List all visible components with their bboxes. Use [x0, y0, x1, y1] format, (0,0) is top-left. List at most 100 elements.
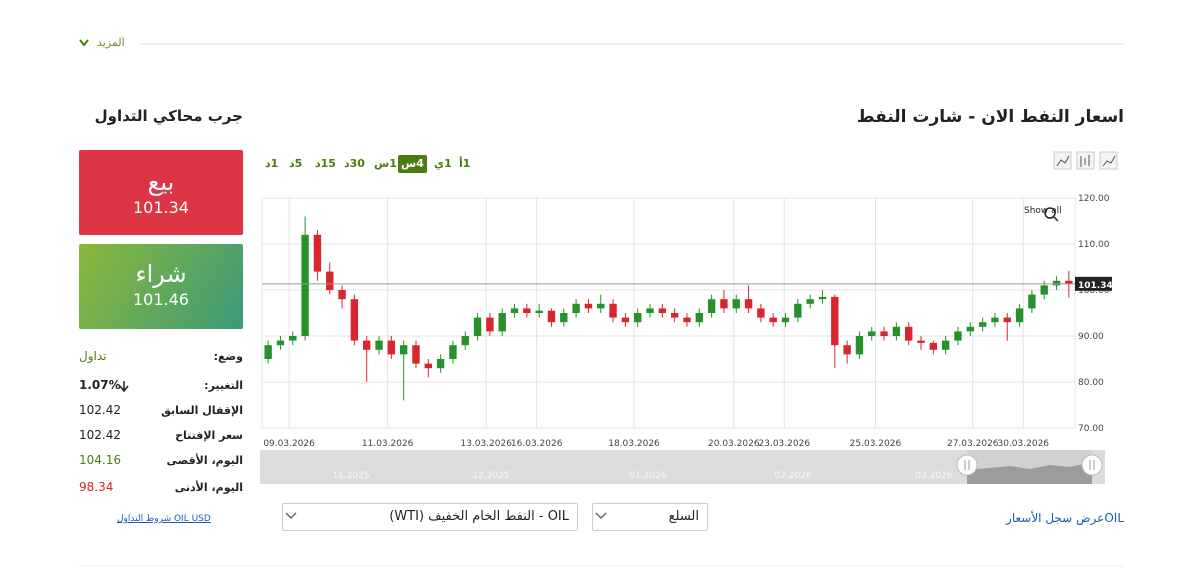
sell-price: 101.34 — [133, 198, 189, 217]
x-tick-label: 27.03.2026 — [947, 439, 999, 449]
terms-link[interactable]: OIL USD شروط التداول — [117, 514, 211, 524]
navigator-series — [967, 462, 1092, 484]
stat-value: 102.42 — [79, 403, 121, 417]
candle-body — [1052, 280, 1061, 286]
timeframe-button[interactable]: 30د — [344, 157, 365, 170]
candle-body — [707, 299, 716, 313]
candle-body — [547, 310, 556, 323]
timeframe-button[interactable]: 5د — [289, 157, 303, 170]
candle-body — [966, 326, 974, 332]
toolbar — [1044, 151, 1118, 222]
candle-body — [1065, 280, 1073, 284]
candle-body — [978, 322, 987, 327]
y-tick-label: 90.00 — [1078, 332, 1104, 342]
candle-body — [449, 345, 457, 359]
price-marker-label: 101.34 — [1078, 281, 1113, 291]
y-tick-label: 100.00 — [1078, 286, 1110, 296]
candle-body — [313, 234, 322, 272]
candle-body — [683, 317, 691, 323]
x-tick-label: 13.03.2026 — [460, 439, 512, 449]
candle-body — [929, 342, 938, 350]
y-tick-label: 110.00 — [1078, 240, 1110, 250]
stat-value: 104.16 — [79, 453, 121, 467]
candle-body — [1015, 308, 1024, 323]
y-tick-label: 120.00 — [1078, 194, 1110, 204]
timeframe-button[interactable]: 1أ — [459, 157, 471, 170]
more-link[interactable]: المزيد — [97, 36, 125, 49]
navigator-handle[interactable] — [1081, 454, 1103, 476]
candle-body — [1040, 285, 1048, 295]
candle-body — [917, 340, 925, 343]
sell-button[interactable]: بيع 101.34 — [79, 150, 243, 235]
x-tick-label: 09.03.2026 — [263, 439, 315, 449]
candle-body — [818, 296, 827, 300]
x-tick-label: 20.03.2026 — [708, 439, 760, 449]
instrument-select[interactable]: OIL - النفط الخام الخفيف (WTI) — [282, 503, 578, 531]
navigator-label: 01.2026 — [629, 471, 666, 481]
navigator-window[interactable] — [967, 450, 1092, 484]
candle-body — [757, 308, 765, 318]
candle-body — [868, 331, 876, 336]
candle-body — [387, 340, 396, 355]
timeframe-button[interactable]: 1د — [265, 157, 279, 170]
x-tick-label: 30.03.2026 — [997, 439, 1049, 449]
candle-body — [892, 326, 901, 336]
stat-label: اليوم، الأقصى — [166, 454, 244, 467]
zoom-icon — [1053, 216, 1059, 222]
timeframe-button[interactable]: 1س — [374, 157, 397, 170]
stat-label: الإقفال السابق — [161, 404, 243, 417]
candle-body — [1003, 317, 1011, 323]
candle-body — [289, 336, 297, 341]
x-tick-label: 16.03.2026 — [511, 439, 563, 449]
candle-body — [646, 308, 654, 313]
candle-body — [831, 296, 839, 346]
candle-body — [523, 308, 531, 313]
candle-body — [769, 317, 777, 323]
candle-body — [941, 340, 950, 350]
y-tick-label: 70.00 — [1078, 424, 1104, 434]
navigator-label: 11.2025 — [332, 471, 369, 481]
more-chevron[interactable] — [79, 39, 89, 47]
select-chevron — [595, 512, 607, 520]
candle-body — [412, 345, 420, 364]
candle-body — [855, 336, 864, 355]
timeframe-button[interactable]: 4س — [398, 155, 427, 173]
navigator-label: 02.2026 — [774, 471, 811, 481]
navigator-label: 03.2026 — [915, 471, 952, 481]
plot-area — [261, 197, 1076, 429]
candle-body — [535, 310, 543, 313]
navigator: 11.2025 12.2025 01.2026 02.2026 03.2026 — [260, 450, 1105, 484]
candle-body — [510, 308, 519, 313]
candle-body — [301, 234, 309, 336]
candle-body — [326, 271, 334, 290]
x-tick-label: 18.03.2026 — [608, 439, 660, 449]
candle-body — [375, 340, 383, 350]
stat-label: وضع: — [213, 350, 243, 363]
tool-icon — [1080, 155, 1090, 167]
candle-body — [609, 303, 617, 318]
navigator-handle[interactable] — [956, 454, 978, 476]
show-all[interactable]: Show all — [1024, 206, 1062, 216]
timeframe-button[interactable]: 15د — [315, 157, 336, 170]
x-tick-label: 25.03.2026 — [850, 439, 902, 449]
candle-body — [1028, 294, 1036, 309]
timeframe-button[interactable]: 1ي — [434, 157, 452, 170]
handle-grip — [964, 460, 1095, 470]
buy-button[interactable]: شراء 101.46 — [79, 244, 243, 329]
stat-value: 98.34 — [79, 480, 114, 494]
candle-body — [720, 299, 728, 309]
buy-price: 101.46 — [133, 290, 189, 309]
candle-body — [498, 313, 506, 332]
candle-body — [954, 331, 962, 341]
category-select[interactable]: السلع — [592, 503, 708, 531]
history-link[interactable]: OILعرض سجل الأسعار — [1006, 511, 1124, 525]
candle-body — [695, 313, 703, 323]
chart-title: اسعار النفط الان - شارت النفط — [856, 107, 1124, 127]
tool-icon[interactable] — [1099, 151, 1118, 170]
zoom-icon[interactable] — [1044, 207, 1056, 219]
stat-label: اليوم، الأدنى — [174, 481, 243, 494]
candle-body — [794, 303, 802, 318]
sell-label: بيع — [147, 168, 175, 196]
stat-value: تداول — [79, 349, 107, 363]
